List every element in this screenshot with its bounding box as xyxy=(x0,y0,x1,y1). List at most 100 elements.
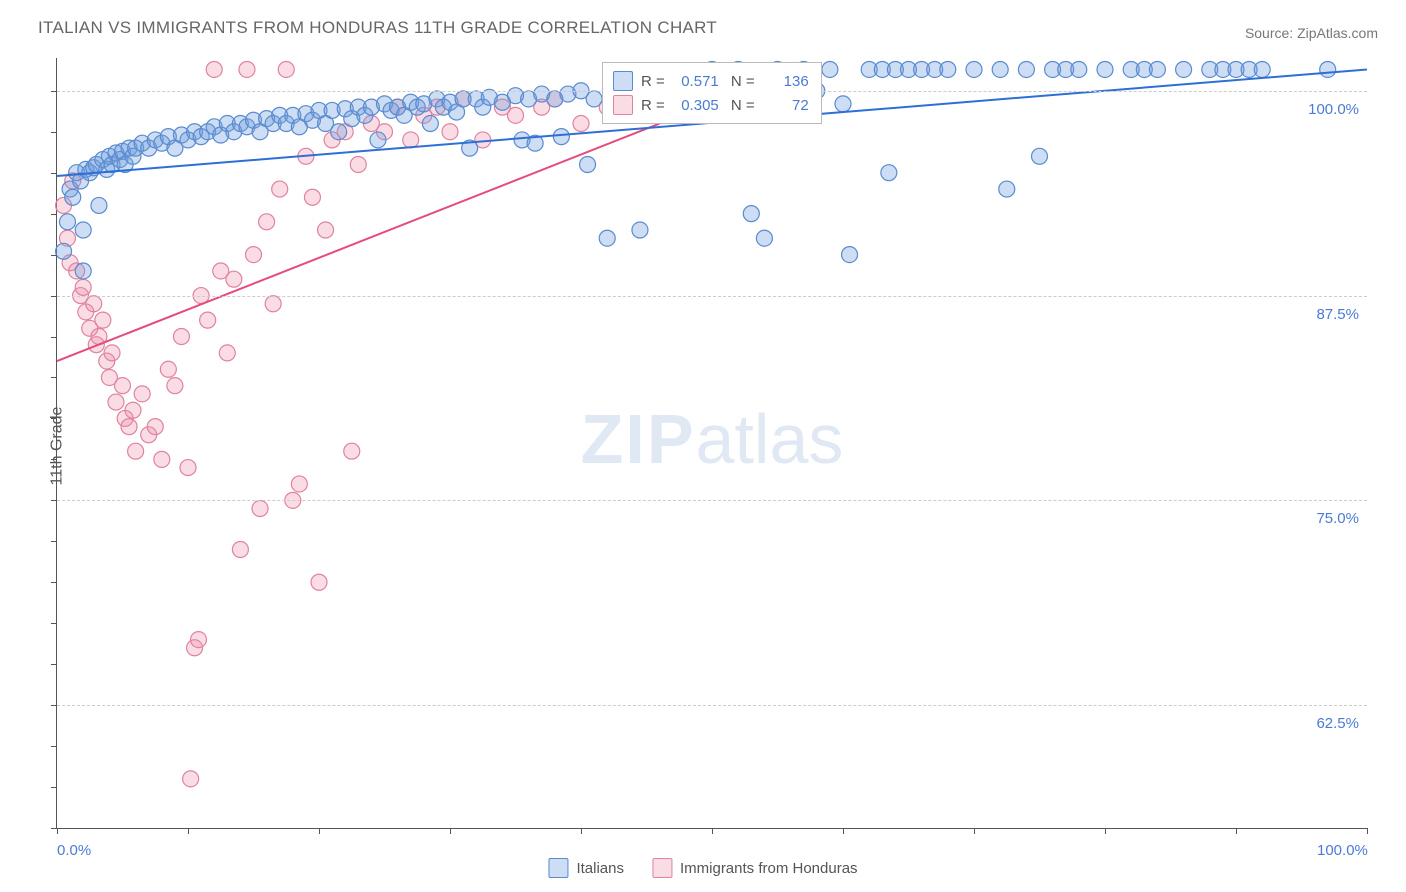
italians-point xyxy=(75,263,91,279)
honduras-point xyxy=(183,771,199,787)
italians-point xyxy=(999,181,1015,197)
italians-point xyxy=(1032,148,1048,164)
plot-area: ZIPatlas R = 0.571 N = 136 R = 0.305 N =… xyxy=(56,58,1367,829)
honduras-label: Immigrants from Honduras xyxy=(680,860,858,877)
y-minor-tick xyxy=(51,705,57,706)
honduras-point xyxy=(573,116,589,132)
x-minor-tick xyxy=(1367,828,1368,834)
honduras-point xyxy=(206,61,222,77)
honduras-point xyxy=(108,394,124,410)
y-minor-tick xyxy=(51,746,57,747)
y-minor-tick xyxy=(51,459,57,460)
italians-point xyxy=(1176,61,1192,77)
x-minor-tick xyxy=(1105,828,1106,834)
y-tick-label: 100.0% xyxy=(1308,101,1359,118)
y-tick-label: 62.5% xyxy=(1316,715,1359,732)
y-minor-tick xyxy=(51,132,57,133)
honduras-swatch-icon xyxy=(652,858,672,878)
source-prefix: Source: xyxy=(1245,25,1297,41)
italians-swatch-icon xyxy=(548,858,568,878)
x-tick-label: 100.0% xyxy=(1317,842,1368,859)
y-minor-tick xyxy=(51,91,57,92)
y-minor-tick xyxy=(51,664,57,665)
scatter-svg xyxy=(57,58,1367,828)
honduras-R: 0.305 xyxy=(673,97,719,114)
legend-item-italians: Italians xyxy=(548,858,624,878)
y-minor-tick xyxy=(51,623,57,624)
honduras-point xyxy=(190,632,206,648)
honduras-point xyxy=(344,443,360,459)
italians-point xyxy=(842,247,858,263)
honduras-point xyxy=(121,419,137,435)
italians-R: 0.571 xyxy=(673,73,719,90)
honduras-point xyxy=(226,271,242,287)
stat-N-label: N = xyxy=(727,73,755,90)
honduras-point xyxy=(265,296,281,312)
italians-point xyxy=(599,230,615,246)
italians-point xyxy=(1097,61,1113,77)
honduras-point xyxy=(125,402,141,418)
gridline xyxy=(57,500,1367,501)
italians-point xyxy=(992,61,1008,77)
honduras-point xyxy=(180,460,196,476)
honduras-point xyxy=(167,378,183,394)
italians-point xyxy=(59,214,75,230)
x-minor-tick xyxy=(1236,828,1237,834)
honduras-point xyxy=(219,345,235,361)
honduras-point xyxy=(232,541,248,557)
honduras-point xyxy=(272,181,288,197)
italians-point xyxy=(370,132,386,148)
honduras-point xyxy=(147,419,163,435)
source-credit: Source: ZipAtlas.com xyxy=(1245,25,1378,41)
honduras-point xyxy=(173,329,189,345)
honduras-point xyxy=(128,443,144,459)
honduras-point xyxy=(239,61,255,77)
honduras-point xyxy=(278,61,294,77)
legend-stats-row-italians: R = 0.571 N = 136 xyxy=(613,69,809,93)
honduras-point xyxy=(259,214,275,230)
stat-R-label: R = xyxy=(641,97,665,114)
source-link[interactable]: ZipAtlas.com xyxy=(1297,25,1378,41)
y-minor-tick xyxy=(51,173,57,174)
honduras-point xyxy=(403,132,419,148)
x-minor-tick xyxy=(581,828,582,834)
legend-stats: R = 0.571 N = 136 R = 0.305 N = 72 xyxy=(602,62,822,124)
honduras-swatch xyxy=(613,95,633,115)
x-minor-tick xyxy=(843,828,844,834)
italians-point xyxy=(586,91,602,107)
y-minor-tick xyxy=(51,418,57,419)
gridline xyxy=(57,296,1367,297)
honduras-point xyxy=(304,189,320,205)
italians-point xyxy=(835,96,851,112)
honduras-point xyxy=(75,279,91,295)
italians-label: Italians xyxy=(576,860,624,877)
x-minor-tick xyxy=(57,828,58,834)
italians-point xyxy=(632,222,648,238)
honduras-point xyxy=(318,222,334,238)
honduras-point xyxy=(508,107,524,123)
italians-point xyxy=(743,206,759,222)
italians-point xyxy=(1254,61,1270,77)
y-minor-tick xyxy=(51,214,57,215)
italians-point xyxy=(91,197,107,213)
honduras-N: 72 xyxy=(763,97,809,114)
honduras-point xyxy=(200,312,216,328)
y-minor-tick xyxy=(51,500,57,501)
honduras-point xyxy=(246,247,262,263)
honduras-point xyxy=(291,476,307,492)
italians-N: 136 xyxy=(763,73,809,90)
legend-bottom: Italians Immigrants from Honduras xyxy=(548,858,857,878)
y-tick-label: 87.5% xyxy=(1316,306,1359,323)
x-minor-tick xyxy=(712,828,713,834)
y-minor-tick xyxy=(51,337,57,338)
italians-point xyxy=(75,222,91,238)
italians-point xyxy=(1149,61,1165,77)
x-minor-tick xyxy=(319,828,320,834)
chart-title: ITALIAN VS IMMIGRANTS FROM HONDURAS 11TH… xyxy=(38,18,717,38)
honduras-point xyxy=(311,574,327,590)
x-tick-label: 0.0% xyxy=(57,842,91,859)
stat-R-label: R = xyxy=(641,73,665,90)
y-minor-tick xyxy=(51,296,57,297)
y-minor-tick xyxy=(51,787,57,788)
honduras-point xyxy=(154,451,170,467)
